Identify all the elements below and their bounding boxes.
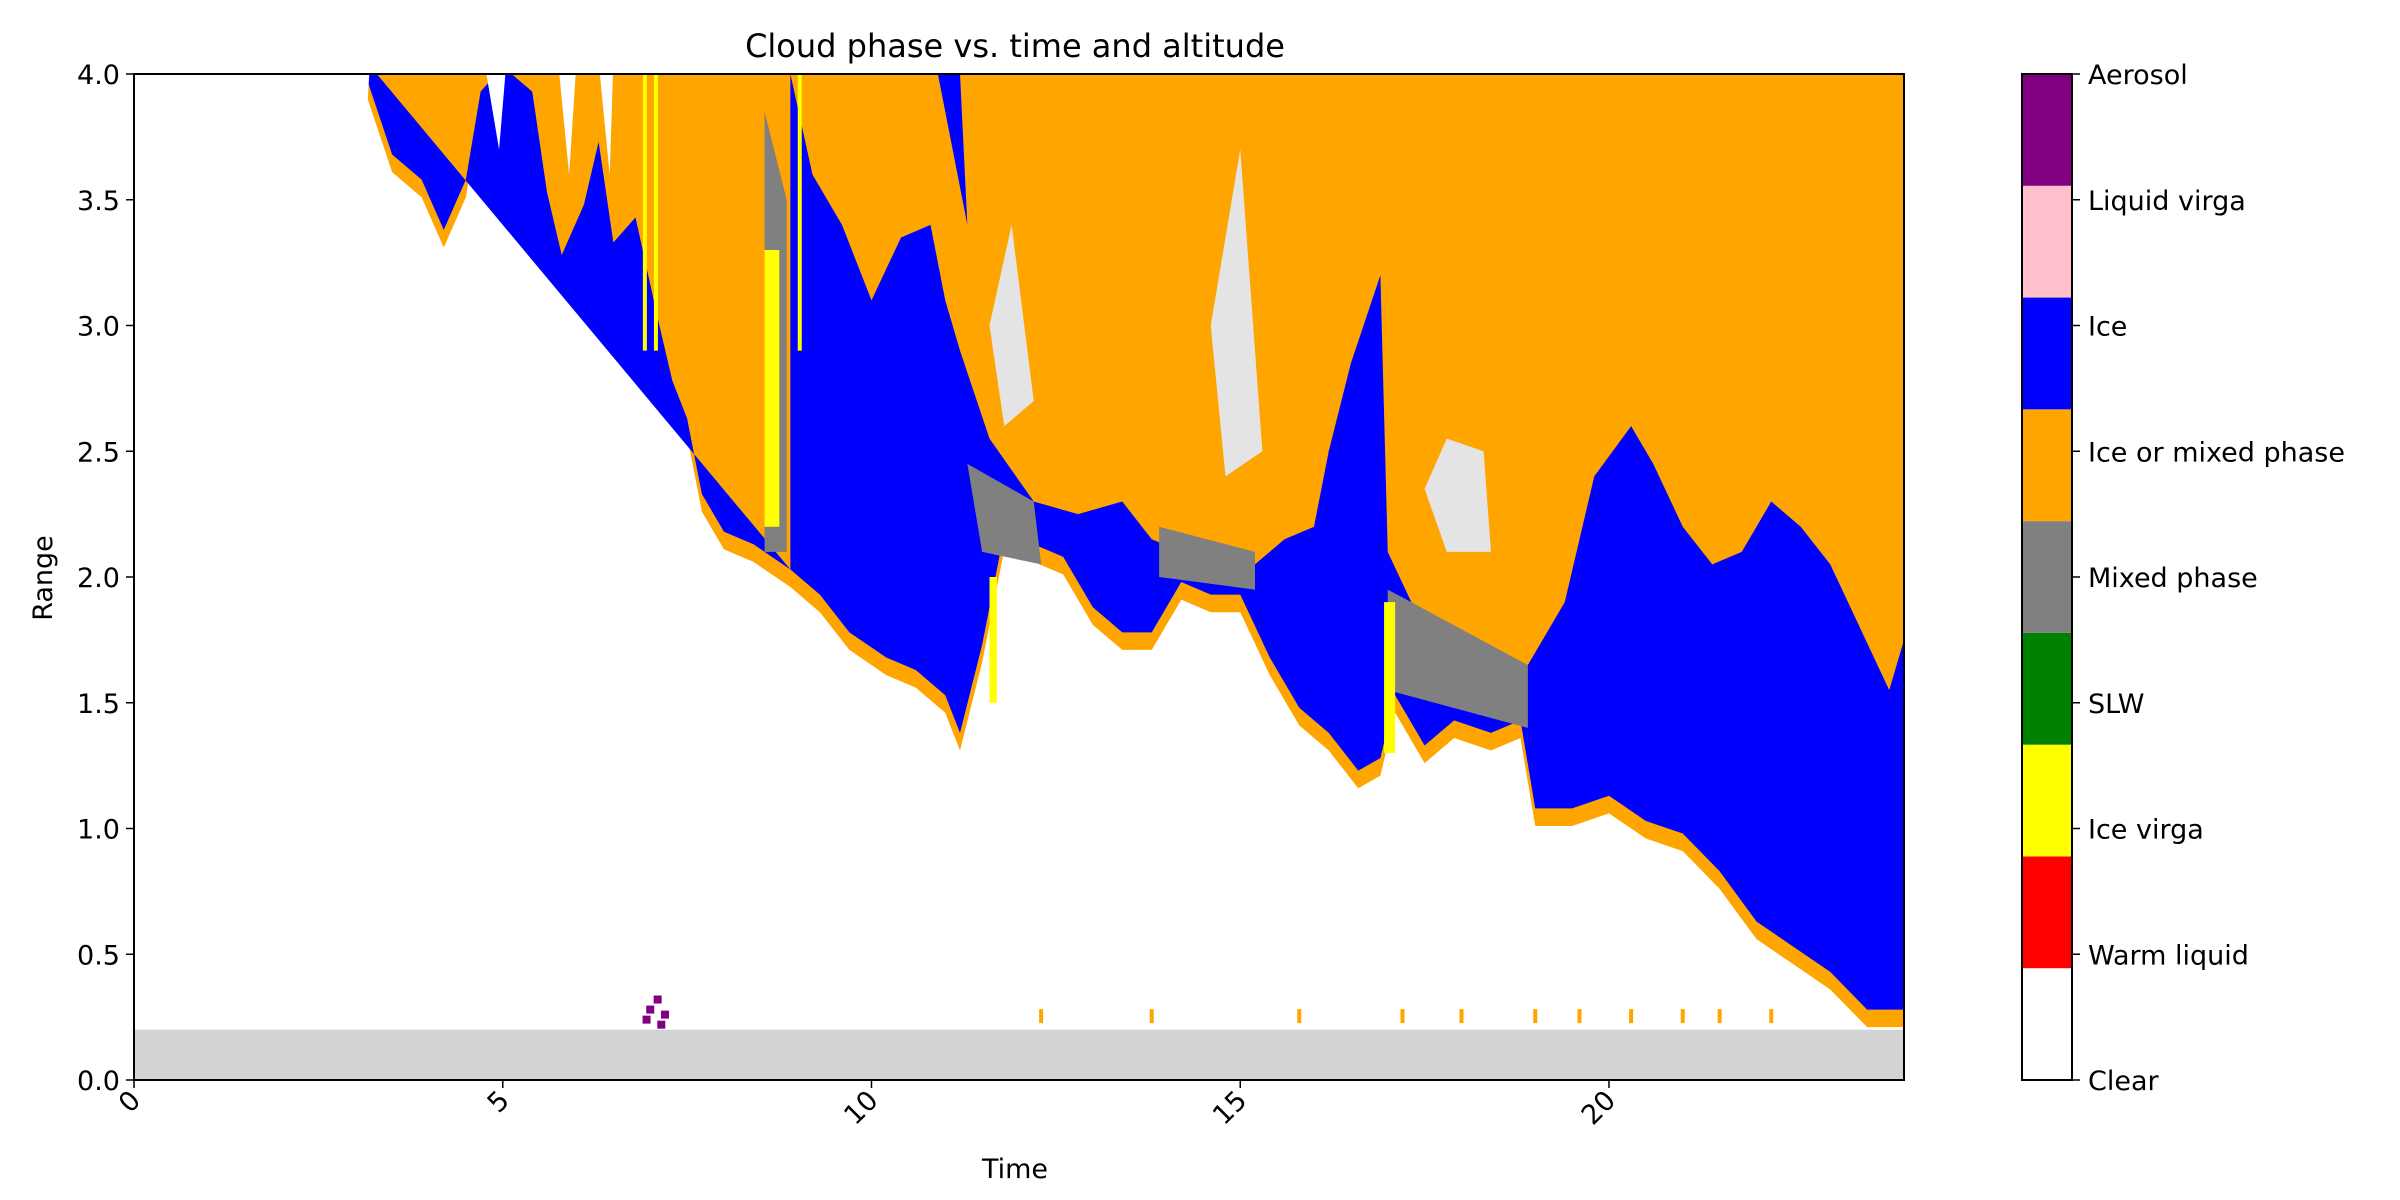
colorbar-swatch-clear bbox=[2022, 968, 2072, 1080]
ice-region bbox=[365, 74, 1904, 1010]
colorbar-swatch-aerosol bbox=[2022, 74, 2072, 186]
x-axis: 0 5 10 15 20 bbox=[113, 1080, 1622, 1131]
aerosol-point bbox=[661, 1010, 669, 1019]
y-tick-label: 0.5 bbox=[77, 940, 120, 971]
mixed-phase-patch bbox=[1159, 526, 1255, 590]
ice-virga-patch bbox=[1384, 602, 1396, 754]
clear-gap bbox=[357, 74, 370, 125]
clear-gap bbox=[486, 74, 506, 150]
low-cloud-speck bbox=[1629, 1009, 1634, 1024]
low-cloud-speck bbox=[1459, 1009, 1464, 1024]
colorbar: Clear Warm liquid Ice virga SLW Mixed phase I… bbox=[2021, 60, 2345, 1097]
y-tick-label: 1.5 bbox=[77, 689, 120, 720]
mixed-phase-patch bbox=[967, 463, 1042, 565]
y-tick-label: 0.0 bbox=[77, 1066, 120, 1097]
y-tick-label: 1.0 bbox=[77, 815, 120, 846]
colorbar-swatch-slw bbox=[2022, 632, 2072, 745]
y-tick-label: 2.5 bbox=[77, 437, 120, 468]
x-tick-label: 10 bbox=[838, 1085, 884, 1131]
low-cloud-speck bbox=[1400, 1009, 1405, 1024]
aerosol-point bbox=[642, 1015, 651, 1024]
clear-speckle-patch bbox=[1424, 438, 1491, 552]
colorbar-label: Ice or mixed phase bbox=[2088, 437, 2345, 468]
ice-virga-streak bbox=[797, 74, 802, 351]
low-cloud-speck bbox=[1533, 1009, 1538, 1024]
ice-virga-patch bbox=[764, 250, 780, 527]
ice-virga-streak bbox=[653, 74, 658, 351]
y-tick-label: 3.0 bbox=[77, 312, 120, 343]
plot-area bbox=[133, 73, 1905, 1081]
chart-title: Cloud phase vs. time and altitude bbox=[745, 27, 1285, 65]
no-data-band bbox=[134, 1029, 1904, 1080]
ice-virga-streak bbox=[642, 74, 647, 351]
x-tick-label: 20 bbox=[1576, 1085, 1622, 1131]
low-cloud-speck bbox=[1149, 1009, 1154, 1024]
x-axis-label: Time bbox=[981, 1154, 1048, 1185]
clear-speckle-patch bbox=[1210, 149, 1263, 477]
low-cloud-speck bbox=[1769, 1009, 1774, 1024]
aerosol-point bbox=[646, 1005, 655, 1014]
y-tick-label: 4.0 bbox=[77, 60, 120, 91]
y-tick-label: 2.0 bbox=[77, 563, 120, 594]
colorbar-swatch-ice-or-mixed-phase bbox=[2022, 409, 2072, 522]
colorbar-label: Ice virga bbox=[2088, 815, 2204, 846]
low-cloud-speck bbox=[1577, 1009, 1582, 1024]
clear-gap bbox=[599, 74, 613, 175]
colorbar-label: SLW bbox=[2088, 689, 2144, 720]
y-tick-label: 3.5 bbox=[77, 186, 120, 217]
y-axis-label: Range bbox=[28, 535, 59, 621]
colorbar-swatch-ice bbox=[2022, 297, 2072, 410]
colorbar-label: Aerosol bbox=[2088, 60, 2188, 91]
x-tick-label: 5 bbox=[482, 1085, 516, 1119]
colorbar-label: Ice bbox=[2088, 312, 2127, 343]
ice-virga-patch bbox=[989, 577, 997, 703]
colorbar-label: Liquid virga bbox=[2088, 186, 2246, 217]
low-cloud-speck bbox=[1297, 1009, 1302, 1024]
mixed-phase-patch bbox=[1387, 589, 1528, 728]
colorbar-swatch-liquid-virga bbox=[2022, 185, 2072, 298]
ice-patch bbox=[937, 74, 968, 225]
x-tick-label: 15 bbox=[1207, 1085, 1253, 1131]
colorbar-label: Clear bbox=[2088, 1066, 2160, 1097]
low-cloud-speck bbox=[1717, 1009, 1722, 1024]
colorbar-swatch-warm-liquid bbox=[2022, 856, 2072, 969]
ice-patch bbox=[1328, 275, 1381, 552]
clear-gap bbox=[559, 74, 576, 175]
low-cloud-speck bbox=[1680, 1009, 1685, 1024]
aerosol-point bbox=[657, 1020, 666, 1029]
colorbar-swatch-mixed-phase bbox=[2022, 521, 2072, 633]
low-cloud-speck bbox=[1039, 1009, 1044, 1024]
clear-speckle-patch bbox=[989, 224, 1034, 427]
colorbar-swatch-ice-virga bbox=[2022, 744, 2072, 857]
colorbar-label: Warm liquid bbox=[2088, 940, 2249, 971]
phase-field bbox=[134, 74, 1904, 1080]
colorbar-label: Mixed phase bbox=[2088, 563, 2258, 594]
y-axis: 0.0 0.5 1.0 1.5 2.0 2.5 3.0 3.5 4.0 bbox=[77, 60, 134, 1097]
aerosol-point bbox=[653, 995, 662, 1004]
